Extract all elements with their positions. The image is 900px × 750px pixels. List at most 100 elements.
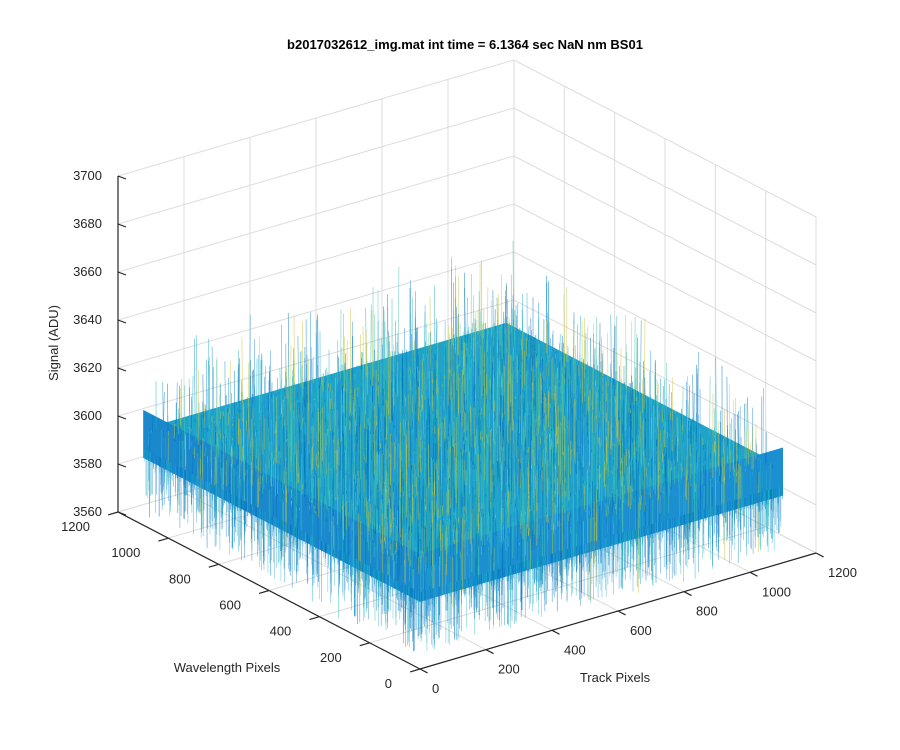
surface-spike xyxy=(261,359,263,425)
surface-spike xyxy=(435,418,437,435)
surface-spike xyxy=(194,338,196,417)
surface-spike xyxy=(491,517,493,524)
surface-spike xyxy=(528,326,530,340)
surface-spike xyxy=(613,440,615,500)
surface-spike xyxy=(385,489,387,549)
surface-spike xyxy=(349,412,351,423)
surface-spike xyxy=(430,475,432,477)
surface-spike xyxy=(518,495,520,514)
surface-spike xyxy=(680,408,682,462)
surface-spike xyxy=(537,417,539,460)
surface-spike xyxy=(396,469,398,517)
surface-spike xyxy=(236,408,238,411)
surface-spike xyxy=(675,436,677,466)
surface-spike xyxy=(436,324,438,346)
surface-spike xyxy=(733,458,735,476)
surface-spike xyxy=(408,533,410,540)
surface-spike xyxy=(243,402,245,481)
surface-spike xyxy=(496,297,498,331)
surface-spike xyxy=(474,524,476,579)
surface-spike xyxy=(463,513,465,525)
surface-spike xyxy=(716,439,719,451)
surface-spike xyxy=(641,420,643,468)
surface-spike xyxy=(390,370,392,381)
surface-spike xyxy=(302,396,304,413)
surface-spike xyxy=(466,430,468,438)
surface-spike xyxy=(406,421,408,430)
surface-spike xyxy=(472,464,474,482)
surface-spike xyxy=(492,356,495,442)
surface-spike xyxy=(355,381,358,384)
surface-spike xyxy=(471,521,473,552)
surface-spike xyxy=(486,371,489,428)
surface-spike xyxy=(663,446,665,455)
surface-spike xyxy=(438,552,440,554)
surface-spike xyxy=(501,422,503,462)
surface-spike xyxy=(412,422,414,429)
surface-spike xyxy=(653,449,655,499)
surface-spike xyxy=(464,530,467,533)
surface-spike xyxy=(444,417,446,433)
surface-spike xyxy=(262,476,264,481)
surface-spike xyxy=(482,478,484,546)
surface-spike xyxy=(300,479,302,539)
surface-spike xyxy=(554,406,556,464)
surface-spike xyxy=(435,318,437,345)
wall-gridline xyxy=(117,107,817,266)
surface-spike xyxy=(326,475,328,512)
surface-spike xyxy=(561,497,563,526)
surface-spike xyxy=(204,404,206,419)
surface-spike xyxy=(596,424,598,485)
surface-spike xyxy=(257,423,259,459)
surface-spike xyxy=(366,430,368,433)
surface-spike xyxy=(298,399,300,415)
surface-spike xyxy=(203,403,205,429)
surface-spike xyxy=(514,310,516,380)
surface-spike xyxy=(564,498,566,501)
surface-spike xyxy=(449,523,451,526)
surface-spike xyxy=(542,377,544,379)
surface-spike xyxy=(508,335,510,337)
surface-spike xyxy=(471,366,473,382)
surface-spike xyxy=(420,359,422,388)
surface-spike xyxy=(464,288,466,343)
surface-spike xyxy=(460,393,462,409)
surface-spike xyxy=(446,508,448,534)
surface-spike xyxy=(223,436,226,439)
surface-spike xyxy=(399,371,401,435)
surface-spike xyxy=(257,354,259,418)
surface-spike xyxy=(370,304,372,380)
surface-spike xyxy=(568,374,570,376)
surface-spike xyxy=(659,438,661,441)
surface-spike xyxy=(672,452,674,466)
surface-spike xyxy=(327,508,330,533)
surface-spike xyxy=(562,489,564,493)
surface-spike xyxy=(457,375,459,436)
surface-spike xyxy=(453,393,456,429)
surface-spike xyxy=(747,461,749,463)
surface-spike xyxy=(282,400,284,429)
surface-spike xyxy=(600,442,602,511)
surface-spike xyxy=(363,393,365,398)
surface-spike xyxy=(353,530,355,534)
surface-spike xyxy=(582,412,584,468)
surface-spike xyxy=(521,402,524,451)
surface-spike xyxy=(728,383,731,460)
surface-spike xyxy=(176,382,178,422)
surface-spike xyxy=(227,431,229,467)
surface-spike xyxy=(460,377,462,380)
surface-spike xyxy=(522,331,524,360)
surface-spike xyxy=(380,402,382,414)
surface-spike xyxy=(546,451,548,458)
surface-spike xyxy=(500,274,503,358)
surface-spike xyxy=(429,437,431,455)
surface-spike xyxy=(367,418,369,430)
surface-spike xyxy=(487,443,490,513)
surface-spike xyxy=(431,457,433,519)
surface-spike xyxy=(545,402,548,408)
surface-spike xyxy=(596,470,598,483)
surface-spike xyxy=(313,428,315,430)
surface-spike xyxy=(255,437,257,472)
surface-spike xyxy=(241,446,243,462)
